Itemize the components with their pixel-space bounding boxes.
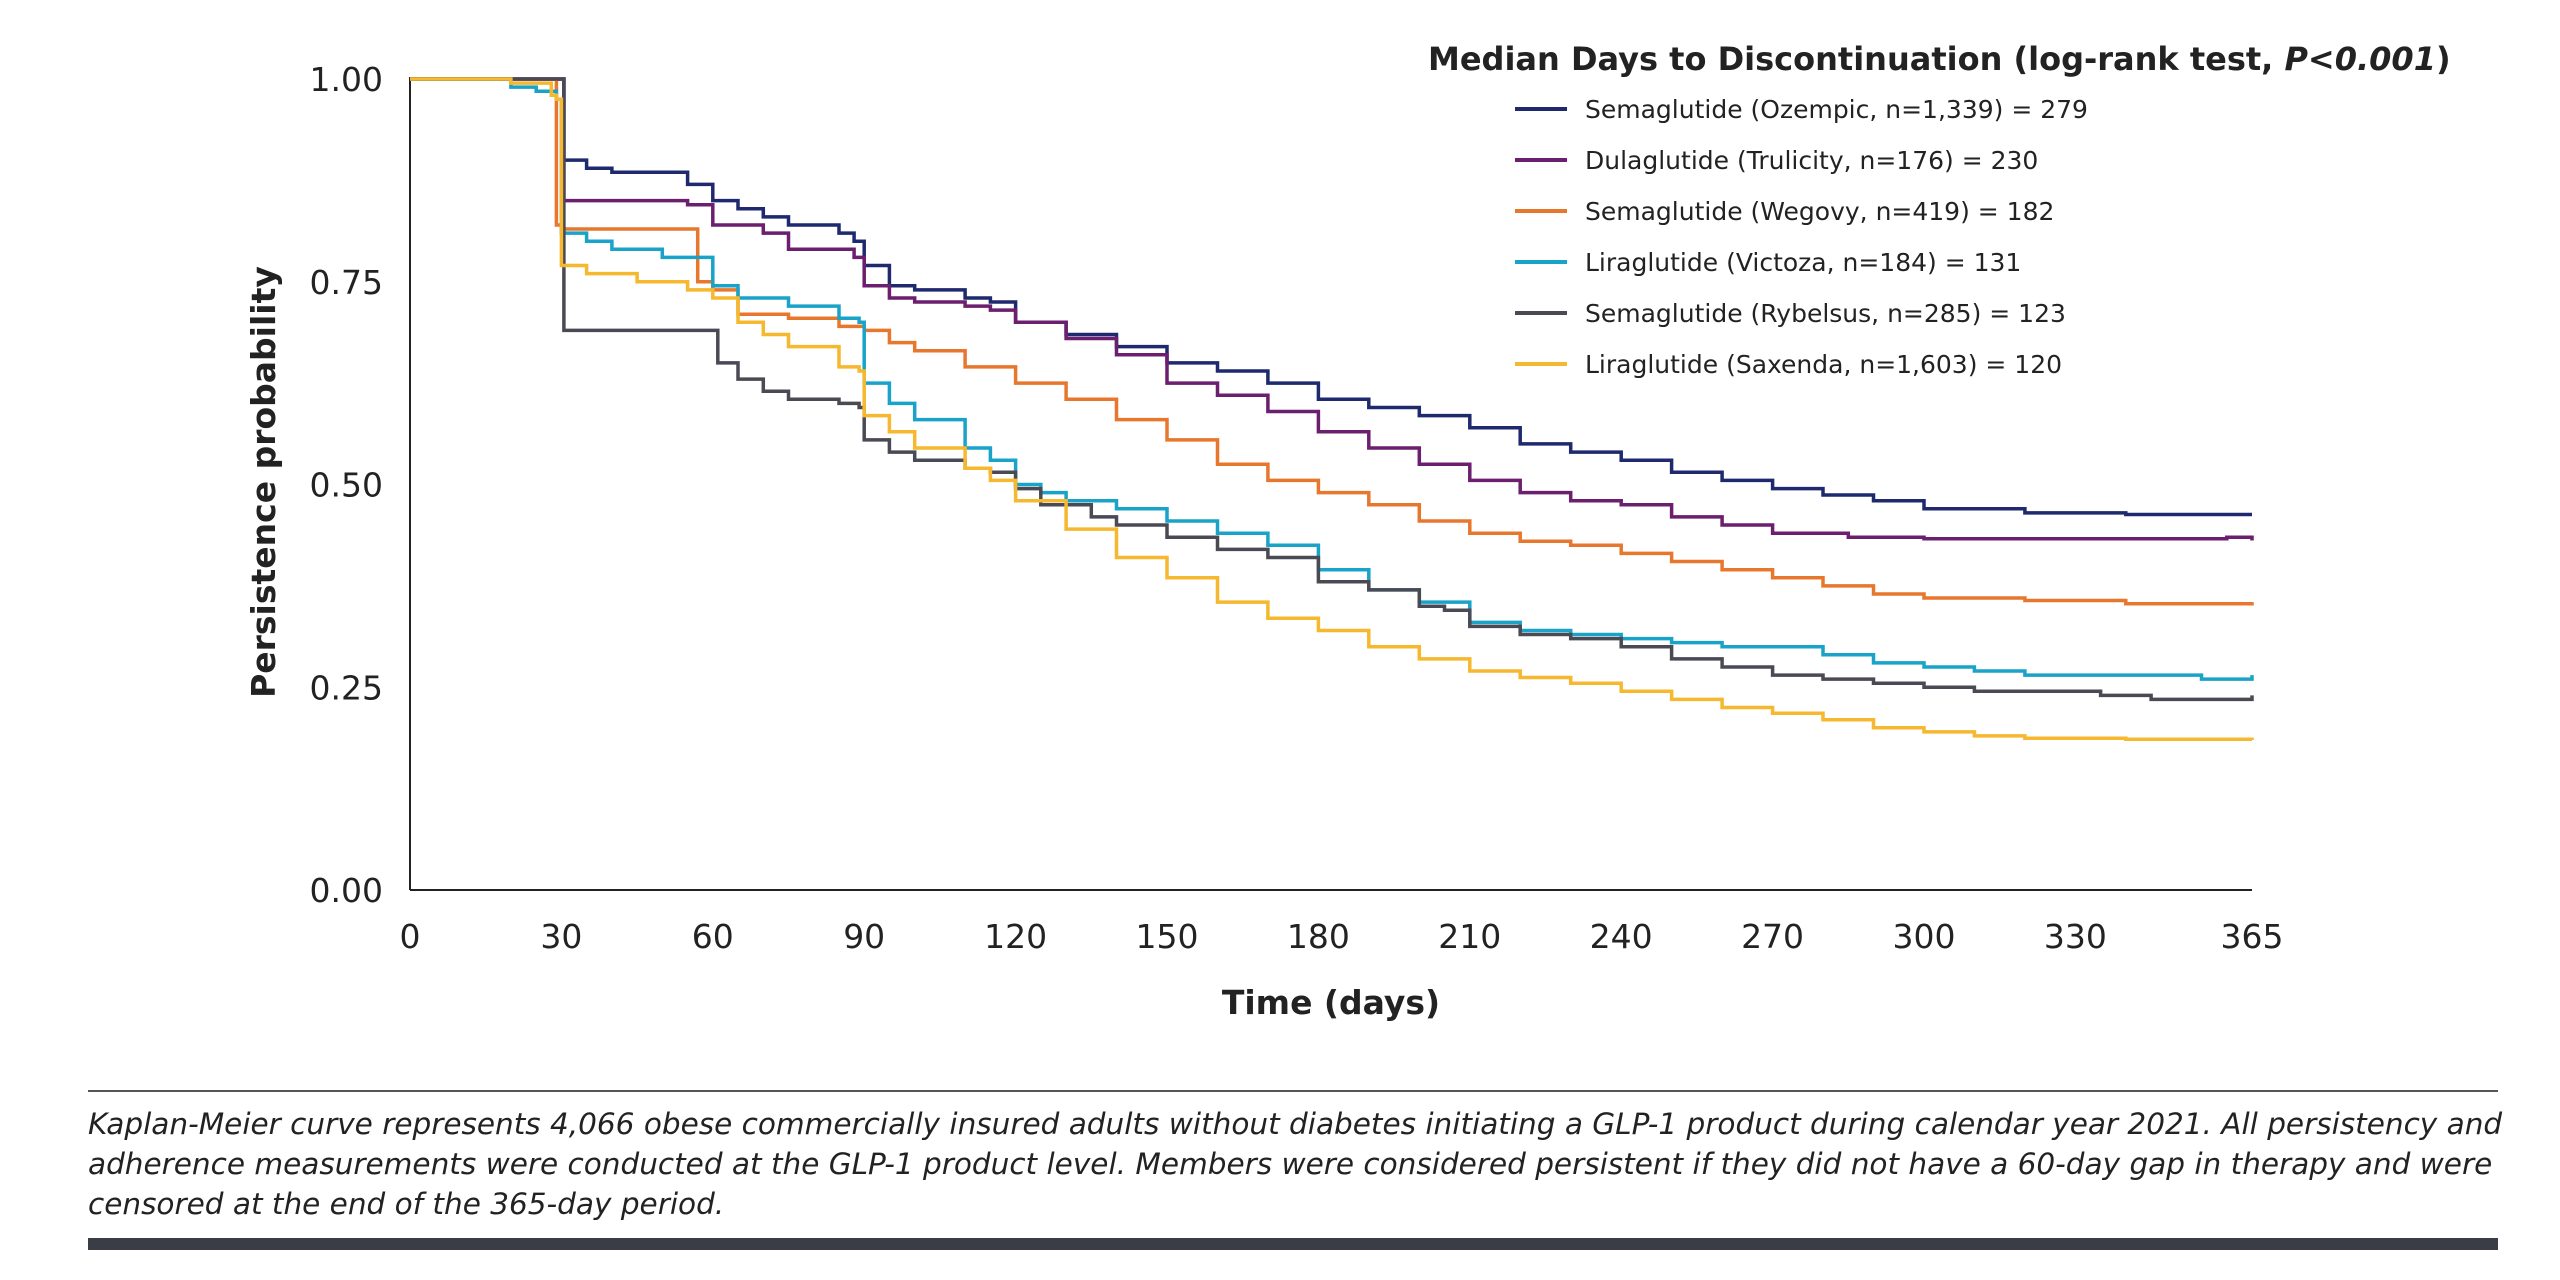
y-tick-label: 0.50 bbox=[310, 466, 383, 505]
axes: 0 30 60 90 120 150 180 210 240 270 300 330 365 1.00 0.… bbox=[310, 60, 2284, 956]
x-tick-label: 330 bbox=[2044, 917, 2107, 956]
legend-entry-label: Liraglutide (Saxenda, n=1,603) = 120 bbox=[1585, 350, 2062, 379]
series-line-5 bbox=[410, 77, 2254, 702]
legend-title-p: P<0.001 bbox=[2284, 40, 2435, 78]
legend-title-suffix: ) bbox=[2436, 40, 2451, 78]
x-tick-label: 60 bbox=[692, 917, 734, 956]
series-line-4 bbox=[410, 77, 2254, 681]
y-tick-label: 1.00 bbox=[310, 60, 383, 99]
x-tick-label: 240 bbox=[1590, 917, 1653, 956]
y-axis-label: Persistence probability bbox=[244, 266, 283, 698]
x-tick-label: 150 bbox=[1135, 917, 1198, 956]
series-line-6 bbox=[410, 77, 2254, 741]
x-tick-label: 120 bbox=[984, 917, 1047, 956]
y-tick-label: 0.75 bbox=[310, 263, 383, 302]
km-chart: 0 30 60 90 120 150 180 210 240 270 300 330 365 1.00 0.… bbox=[244, 40, 2451, 1022]
legend-entry-label: Semaglutide (Rybelsus, n=285) = 123 bbox=[1585, 299, 2066, 328]
y-tick-label: 0.00 bbox=[310, 871, 383, 910]
series-line-3 bbox=[410, 77, 2254, 606]
x-tick-label: 270 bbox=[1741, 917, 1804, 956]
legend-title-prefix: Median Days to Discontinuation (log-rank… bbox=[1428, 40, 2284, 78]
caption-divider bbox=[88, 1090, 2498, 1092]
x-axis-label: Time (days) bbox=[1222, 983, 1440, 1022]
footer-bar bbox=[88, 1238, 2498, 1250]
series-curves bbox=[410, 77, 2254, 741]
figure-caption: Kaplan-Meier curve represents 4,066 obes… bbox=[88, 1107, 2503, 1221]
x-tick-label: 210 bbox=[1438, 917, 1501, 956]
legend-title: Median Days to Discontinuation (log-rank… bbox=[1428, 40, 2451, 78]
x-tick-label: 90 bbox=[843, 917, 885, 956]
x-tick-label: 300 bbox=[1892, 917, 1955, 956]
legend-entry-label: Semaglutide (Ozempic, n=1,339) = 279 bbox=[1585, 95, 2088, 124]
legend: Median Days to Discontinuation (log-rank… bbox=[1428, 40, 2451, 379]
x-tick-label: 30 bbox=[540, 917, 582, 956]
legend-entry-label: Liraglutide (Victoza, n=184) = 131 bbox=[1585, 248, 2021, 277]
series-line-2 bbox=[410, 77, 2254, 541]
y-tick-label: 0.25 bbox=[310, 668, 383, 707]
legend-entry-label: Semaglutide (Wegovy, n=419) = 182 bbox=[1585, 197, 2054, 226]
x-tick-label: 180 bbox=[1287, 917, 1350, 956]
legend-entry-label: Dulaglutide (Trulicity, n=176) = 230 bbox=[1585, 146, 2038, 175]
x-tick-label: 365 bbox=[2221, 917, 2284, 956]
x-tick-label: 0 bbox=[400, 917, 421, 956]
series-line-1 bbox=[410, 77, 2252, 517]
